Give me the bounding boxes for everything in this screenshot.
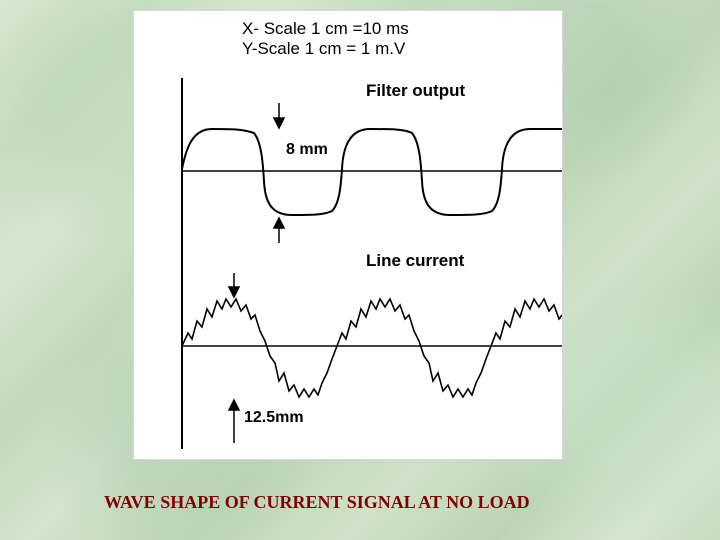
filter-output-label: Filter output [366,81,465,101]
line-current-wave [182,299,562,397]
filter-output-wave [182,129,562,215]
filter-measure-arrows [274,103,284,243]
x-scale-label: X- Scale 1 cm =10 ms [242,19,409,39]
figure-caption: WAVE SHAPE OF CURRENT SIGNAL AT NO LOAD [104,492,530,513]
filter-measure-label: 8 mm [286,141,328,159]
line-measure-arrows [229,273,239,443]
scope-svg [134,11,562,459]
oscilloscope-figure: X- Scale 1 cm =10 ms Y-Scale 1 cm = 1 m.… [133,10,563,460]
line-current-label: Line current [366,251,464,271]
y-scale-label: Y-Scale 1 cm = 1 m.V [242,39,405,59]
line-measure-label: 12.5mm [244,409,304,427]
